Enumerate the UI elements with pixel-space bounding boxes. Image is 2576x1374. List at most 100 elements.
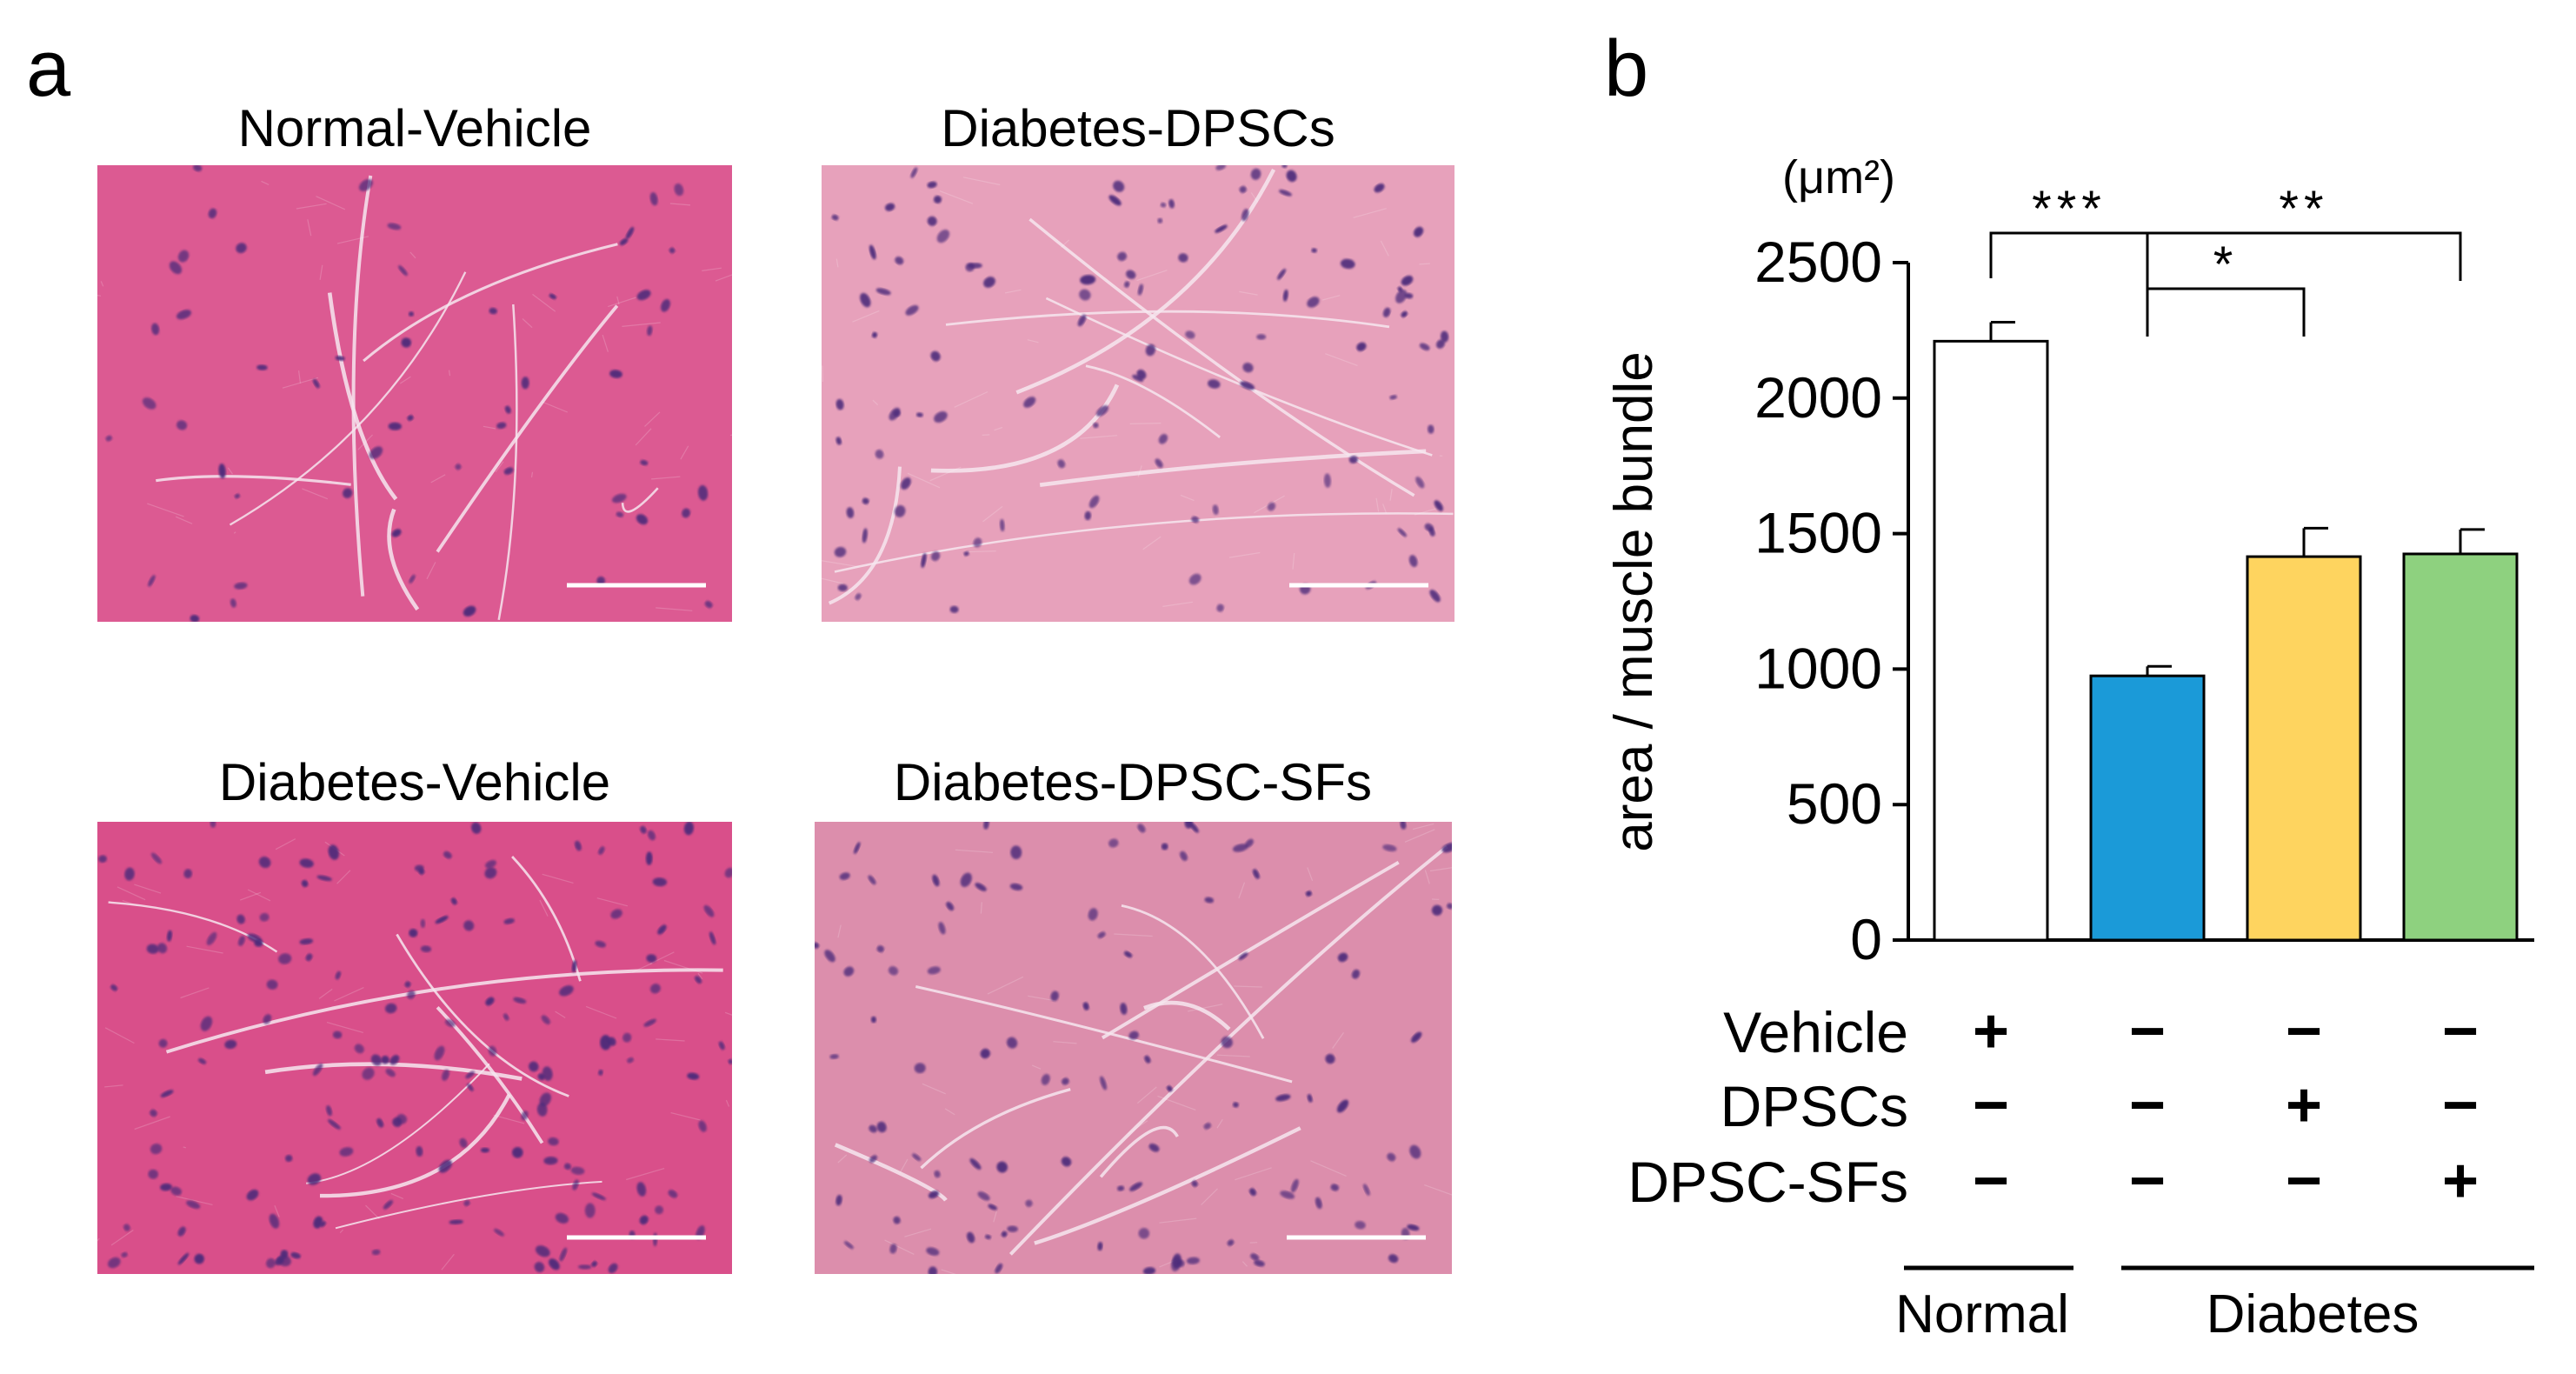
nucleus xyxy=(1080,275,1096,285)
histology-image-3: Diabetes-Vehicle xyxy=(97,753,732,1274)
nucleus xyxy=(470,822,482,834)
fiber-boundary xyxy=(621,487,659,513)
fiber-texture xyxy=(365,1204,380,1220)
fiber-boundary xyxy=(156,475,351,486)
nucleus xyxy=(1093,422,1099,429)
nucleus xyxy=(1171,1257,1181,1272)
y-tick-label: 1000 xyxy=(1754,636,1882,700)
nucleus xyxy=(1010,845,1022,859)
nucleus xyxy=(480,1147,490,1153)
fiber-texture xyxy=(1238,882,1246,899)
nucleus xyxy=(1126,270,1136,279)
fiber-texture xyxy=(1404,829,1435,843)
y-tick-label: 2000 xyxy=(1754,365,1882,430)
nucleus xyxy=(369,446,383,459)
fiber-texture xyxy=(176,1196,213,1205)
fiber-boundary xyxy=(264,1062,523,1081)
nucleus xyxy=(619,238,629,246)
fiber-texture xyxy=(399,376,411,384)
fiber-texture xyxy=(944,1108,955,1116)
fiber-texture xyxy=(318,988,333,999)
nucleus xyxy=(938,922,946,935)
fiber-texture xyxy=(1310,1160,1347,1177)
nucleus xyxy=(704,600,713,609)
nucleus xyxy=(208,208,217,219)
fiber-texture xyxy=(982,434,990,436)
nucleus xyxy=(640,459,649,466)
nucleus xyxy=(224,1039,237,1050)
nucleus xyxy=(643,1018,656,1027)
nucleus xyxy=(387,223,402,230)
nucleus xyxy=(1355,1220,1366,1230)
fiber-texture xyxy=(334,987,364,1002)
fiber-texture xyxy=(1216,1054,1250,1057)
nucleus xyxy=(837,584,848,592)
nucleus xyxy=(668,1190,678,1198)
nucleus xyxy=(652,877,668,887)
nucleus xyxy=(988,1204,998,1211)
nucleus xyxy=(150,852,163,864)
nucleus xyxy=(108,1257,121,1269)
fiber-texture xyxy=(702,267,722,271)
nucleus xyxy=(598,1069,603,1076)
treatment-row-label: DPSCs xyxy=(1721,1074,1908,1138)
nucleus xyxy=(186,1200,201,1209)
nucleus xyxy=(450,897,457,905)
nucleus xyxy=(1084,510,1092,521)
nucleus xyxy=(595,940,606,948)
tissue-section xyxy=(97,822,732,1274)
treatment-row-label: Vehicle xyxy=(1723,1000,1908,1064)
fiber-texture xyxy=(635,428,652,446)
nucleus xyxy=(843,966,855,977)
significance-bracket xyxy=(2146,231,2462,336)
nucleus xyxy=(305,953,313,962)
fiber-texture xyxy=(585,1005,617,1019)
nucleus xyxy=(1208,379,1221,389)
nucleus xyxy=(610,909,622,919)
fiber-texture xyxy=(965,550,996,553)
nucleus xyxy=(1311,248,1317,253)
nucleus xyxy=(266,1257,276,1269)
nucleus xyxy=(946,902,955,911)
nucleus xyxy=(1250,1253,1260,1261)
nucleus xyxy=(934,411,948,423)
fiber-texture xyxy=(1060,239,1070,248)
fiber-texture xyxy=(100,281,104,287)
fiber-texture xyxy=(1162,601,1194,607)
nucleus xyxy=(1415,477,1425,489)
nucleus xyxy=(936,230,950,243)
nucleus xyxy=(549,293,557,300)
fiber-texture xyxy=(1137,1086,1157,1104)
nucleus xyxy=(649,984,661,994)
nucleus xyxy=(312,378,320,389)
nucleus xyxy=(148,575,156,587)
fiber-texture xyxy=(1375,497,1380,512)
nucleus xyxy=(1097,1242,1103,1251)
fiber-texture xyxy=(110,1230,134,1246)
nucleus xyxy=(328,1119,341,1130)
tissue-section xyxy=(822,165,1454,622)
nucleus xyxy=(928,1266,938,1274)
nucleus xyxy=(177,250,190,263)
nucleus xyxy=(151,323,160,336)
nucleus xyxy=(1007,1225,1018,1232)
fiber-texture xyxy=(822,365,823,383)
nucleus xyxy=(354,1044,364,1054)
fiber-texture xyxy=(715,274,732,282)
nucleus xyxy=(1401,310,1408,318)
fiber-texture xyxy=(822,560,859,568)
fiber-texture xyxy=(175,516,193,524)
nucleus xyxy=(548,1137,559,1146)
fiber-texture xyxy=(1159,1217,1197,1224)
nucleus xyxy=(1248,1188,1257,1197)
fiber-texture xyxy=(922,1083,946,1095)
nucleus xyxy=(977,1191,990,1201)
fiber-boundary xyxy=(1015,168,1276,395)
y-tick-label: 1500 xyxy=(1754,501,1882,565)
nucleus xyxy=(246,1189,259,1201)
nucleus xyxy=(274,1256,285,1265)
nucleus xyxy=(1409,1144,1421,1159)
nucleus xyxy=(1401,275,1414,286)
fiber-texture xyxy=(183,1146,187,1149)
fiber-texture xyxy=(697,972,703,980)
